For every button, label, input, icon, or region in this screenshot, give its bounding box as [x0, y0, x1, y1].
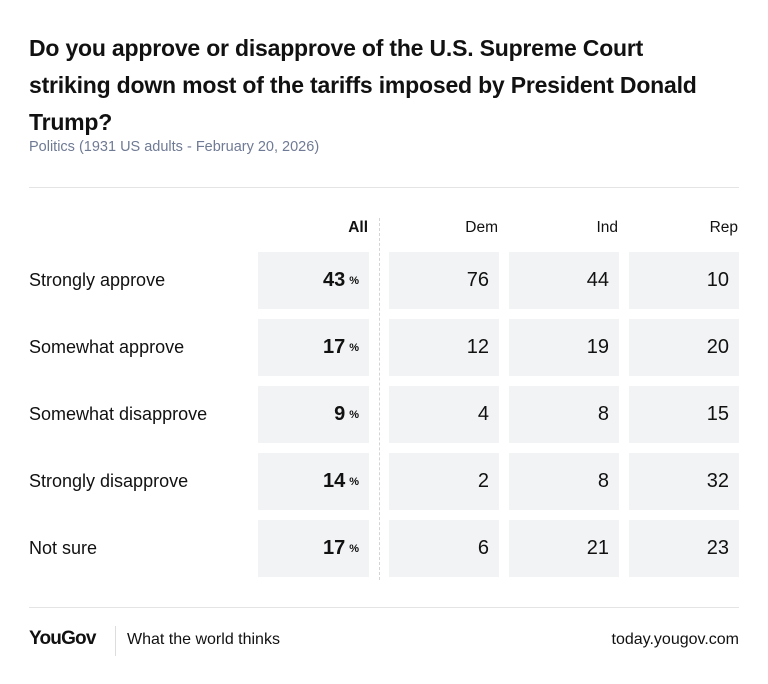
cell-rep: 23	[629, 520, 739, 577]
cell-dem: 12	[389, 319, 499, 376]
cell-ind: 19	[509, 319, 619, 376]
cell-value: 32	[706, 470, 729, 492]
cell-all: 43%	[258, 252, 369, 309]
cell-dem: 4	[389, 386, 499, 443]
footer-url[interactable]: today.yougov.com	[611, 631, 739, 648]
yougov-logo: YouGov	[29, 628, 96, 649]
column-divider	[379, 218, 380, 580]
footer-tagline: What the world thinks	[127, 631, 280, 648]
cell-value: 4	[477, 403, 489, 425]
cell-dem: 76	[389, 252, 499, 309]
cell-value: 23	[706, 537, 729, 559]
cell-all: 17%	[258, 520, 369, 577]
footer-separator	[115, 626, 116, 656]
cell-value: 43	[322, 269, 346, 291]
cell-rep: 15	[629, 386, 739, 443]
row-label: Not sure	[29, 538, 98, 558]
chart-subtitle: Politics (1931 US adults - February 20, …	[29, 139, 320, 155]
cell-value: 2	[477, 470, 489, 492]
cell-dem: 2	[389, 453, 499, 510]
row-label: Somewhat approve	[29, 337, 185, 357]
percent-unit: %	[349, 543, 359, 555]
cell-value: 9	[334, 403, 346, 425]
cell-value: 15	[706, 403, 729, 425]
cell-value: 8	[597, 403, 609, 425]
column-header-all: All	[348, 219, 368, 236]
row-label: Strongly approve	[29, 270, 166, 290]
cell-value: 6	[477, 537, 489, 559]
cell-value: 14	[322, 470, 346, 492]
column-header-rep: Rep	[709, 219, 738, 236]
cell-value: 76	[466, 269, 489, 291]
cell-value: 19	[586, 336, 609, 358]
row-label: Strongly disapprove	[29, 471, 189, 491]
cell-value: 10	[706, 269, 729, 291]
percent-unit: %	[349, 275, 359, 287]
cell-ind: 8	[509, 453, 619, 510]
row-label: Somewhat disapprove	[29, 404, 208, 424]
cell-rep: 20	[629, 319, 739, 376]
cell-rep: 10	[629, 252, 739, 309]
cell-value: 21	[586, 537, 609, 559]
cell-value: 8	[597, 470, 609, 492]
cell-ind: 21	[509, 520, 619, 577]
cell-ind: 44	[509, 252, 619, 309]
cell-dem: 6	[389, 520, 499, 577]
cell-all: 9%	[258, 386, 369, 443]
cell-all: 17%	[258, 319, 369, 376]
percent-unit: %	[349, 342, 359, 354]
cell-value: 17	[322, 537, 346, 559]
footer-divider	[29, 607, 739, 608]
percent-unit: %	[349, 476, 359, 488]
cell-value: 12	[466, 336, 489, 358]
cell-all: 14%	[258, 453, 369, 510]
cell-value: 44	[586, 269, 609, 291]
chart-title: Do you approve or disapprove of the U.S.…	[29, 35, 697, 135]
percent-unit: %	[349, 409, 359, 421]
cell-rep: 32	[629, 453, 739, 510]
divider	[29, 187, 739, 188]
cell-value: 17	[322, 336, 346, 358]
column-header-dem: Dem	[465, 219, 498, 236]
cell-value: 20	[706, 336, 729, 358]
column-header-ind: Ind	[596, 219, 618, 236]
cell-ind: 8	[509, 386, 619, 443]
